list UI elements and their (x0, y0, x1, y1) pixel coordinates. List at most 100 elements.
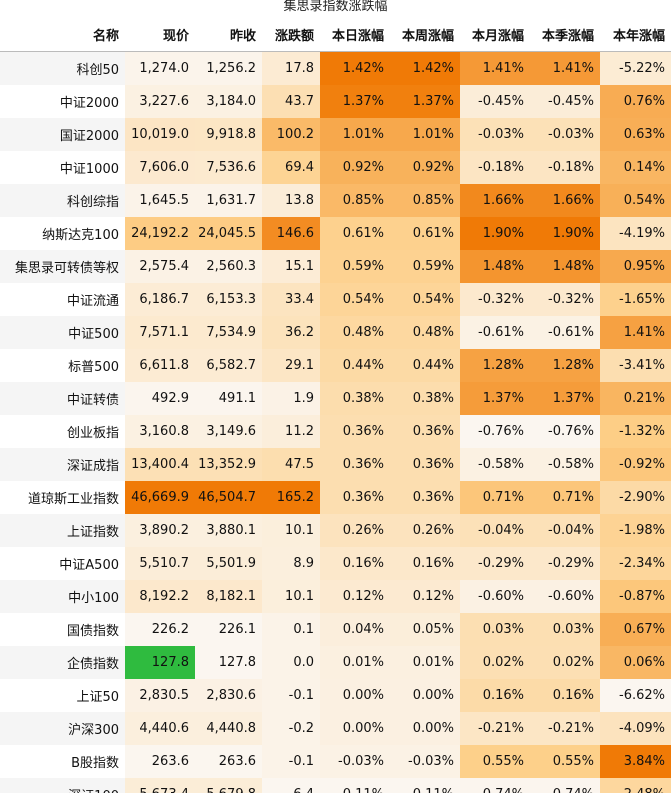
index-name: 道琼斯工业指数 (27, 492, 119, 507)
value-cell: 6,611.8 (125, 349, 195, 382)
index-name: 中证1000 (59, 162, 119, 177)
value-cell: 11.2 (262, 415, 320, 448)
value-cell: 0.54% (320, 283, 390, 316)
value-cell: 0.59% (390, 250, 460, 283)
value-cell: 0.48% (320, 316, 390, 349)
value-cell: 226.1 (195, 613, 262, 646)
value-cell: 0.03% (460, 613, 530, 646)
value-cell: 0.36% (390, 415, 460, 448)
value-cell: 0.0 (262, 646, 320, 679)
value-cell: 0.36% (320, 481, 390, 514)
value-cell: 1.37% (320, 85, 390, 118)
value-cell: 0.38% (390, 382, 460, 415)
value-cell: -0.04% (460, 514, 530, 547)
value-cell: 5,510.7 (125, 547, 195, 580)
table-row: 科创综指 1,645.5 1,631.7 13.8 0.85% 0.85% 1.66% 1.6… (0, 184, 671, 217)
value-cell: 0.00% (320, 712, 390, 745)
value-cell: -0.21% (530, 712, 600, 745)
index-name: 国证2000 (0, 118, 125, 151)
table-row: 深证成指 13,400.4 13,352.9 47.5 0.36% 0.36% -0.58%… (0, 448, 671, 481)
value-cell: -0.18% (460, 151, 530, 184)
value-cell: -2.48% (600, 778, 671, 793)
value-cell: 6,186.7 (125, 283, 195, 316)
value-cell: 0.55% (530, 745, 600, 778)
table-row: 国债指数 226.2 226.1 0.1 0.04% 0.05% 0.03% 0.03% 0.6… (0, 613, 671, 646)
value-cell: 2,830.5 (125, 679, 195, 712)
value-cell: 5,501.9 (195, 547, 262, 580)
column-header: 本季涨幅 (530, 18, 600, 52)
value-cell: 0.67% (600, 613, 671, 646)
value-cell: 7,571.1 (125, 316, 195, 349)
value-cell: 1.66% (460, 184, 530, 217)
table-row: 上证指数 3,890.2 3,880.1 10.1 0.26% 0.26% -0.04% -0… (0, 514, 671, 547)
value-cell: 0.36% (320, 448, 390, 481)
table-row: 纳斯达克100 24,192.2 24,045.5 146.6 0.61% 0.61% 1.… (0, 217, 671, 250)
value-cell: 0.48% (390, 316, 460, 349)
value-cell: 1,631.7 (195, 184, 262, 217)
index-name: 上证指数 (0, 514, 125, 547)
index-name: 国债指数 (66, 624, 119, 639)
value-cell: -0.29% (460, 547, 530, 580)
value-cell: -0.60% (530, 580, 600, 613)
value-cell: 1.90% (460, 217, 530, 250)
value-cell: -0.76% (530, 415, 600, 448)
value-cell: -0.03% (320, 745, 390, 778)
table-row: 标普500 6,611.8 6,582.7 29.1 0.44% 0.44% 1.28% 1.… (0, 349, 671, 382)
value-cell: 1.41% (460, 51, 530, 85)
index-name: 中证流通 (66, 294, 119, 309)
value-cell: -6.4 (262, 778, 320, 793)
column-header: 本周涨幅 (390, 18, 460, 52)
value-cell: -0.32% (460, 283, 530, 316)
value-cell: -0.60% (460, 580, 530, 613)
value-cell: 8,192.2 (125, 580, 195, 613)
table-row: 深证1005,673.45,679.8-6.4-0.11%-0.11%-0.74… (0, 778, 671, 793)
value-cell: 1.66% (530, 184, 600, 217)
index-name: 标普500 (68, 360, 119, 375)
value-cell: 0.38% (320, 382, 390, 415)
value-cell: 1,274.0 (125, 51, 195, 85)
value-cell: -0.29% (530, 547, 600, 580)
value-cell: 3,149.6 (195, 415, 262, 448)
value-cell: -1.32% (600, 415, 671, 448)
value-cell: 0.36% (390, 448, 460, 481)
value-cell: -2.90% (600, 481, 671, 514)
value-cell: 1.01% (390, 118, 460, 151)
value-cell: -4.19% (600, 217, 671, 250)
table-row: 创业板指 3,160.8 3,149.6 11.2 0.36% 0.36% -0.76% -0… (0, 415, 671, 448)
table-row: B股指数 263.6 263.6 -0.1 -0.03% -0.03% 0.55% 0.55%… (0, 745, 671, 778)
value-cell: 0.02% (530, 646, 600, 679)
value-cell: -0.11% (390, 778, 460, 793)
value-cell: 492.9 (125, 382, 195, 415)
value-cell: 1.01% (320, 118, 390, 151)
value-cell: 33.4 (262, 283, 320, 316)
value-cell: 263.6 (125, 745, 195, 778)
value-cell: 0.92% (320, 151, 390, 184)
value-cell: 0.06% (600, 646, 671, 679)
value-cell: 0.26% (320, 514, 390, 547)
value-cell: -1.98% (600, 514, 671, 547)
header-row: 名称 现价 昨收 涨跌额 本日涨幅 本周涨幅 本月涨幅 本季涨幅 本年涨幅 (0, 18, 671, 52)
column-header: 现价 (125, 18, 195, 52)
value-cell: 10,019.0 (125, 118, 195, 151)
value-cell: -0.45% (460, 85, 530, 118)
value-cell: 0.00% (320, 679, 390, 712)
value-cell: -0.87% (600, 580, 671, 613)
column-header: 涨跌额 (262, 18, 320, 52)
table-row: 中证A500 5,510.7 5,501.9 8.9 0.16% 0.16% -0.29% -… (0, 547, 671, 580)
value-cell: 5,679.8 (195, 778, 262, 793)
value-cell: 36.2 (262, 316, 320, 349)
value-cell: 0.05% (390, 613, 460, 646)
table-row: 中证转债 492.9 491.1 1.9 0.38% 0.38% 1.37% 1.37% 0.2… (0, 382, 671, 415)
value-cell: 1,645.5 (125, 184, 195, 217)
value-cell: 0.36% (320, 415, 390, 448)
value-cell: -0.74% (460, 778, 530, 793)
value-cell: -6.62% (600, 679, 671, 712)
value-cell: 13,400.4 (125, 448, 195, 481)
table-row: 道琼斯工业指数 46,669.9 46,504.7 165.2 0.36% 0.36% 0.… (0, 481, 671, 514)
index-name: 中证2000 (59, 96, 119, 111)
index-name: 科创50 (0, 51, 125, 85)
value-cell: 0.21% (600, 382, 671, 415)
value-cell: 4,440.6 (125, 712, 195, 745)
value-cell: 100.2 (262, 118, 320, 151)
value-cell: -2.34% (600, 547, 671, 580)
